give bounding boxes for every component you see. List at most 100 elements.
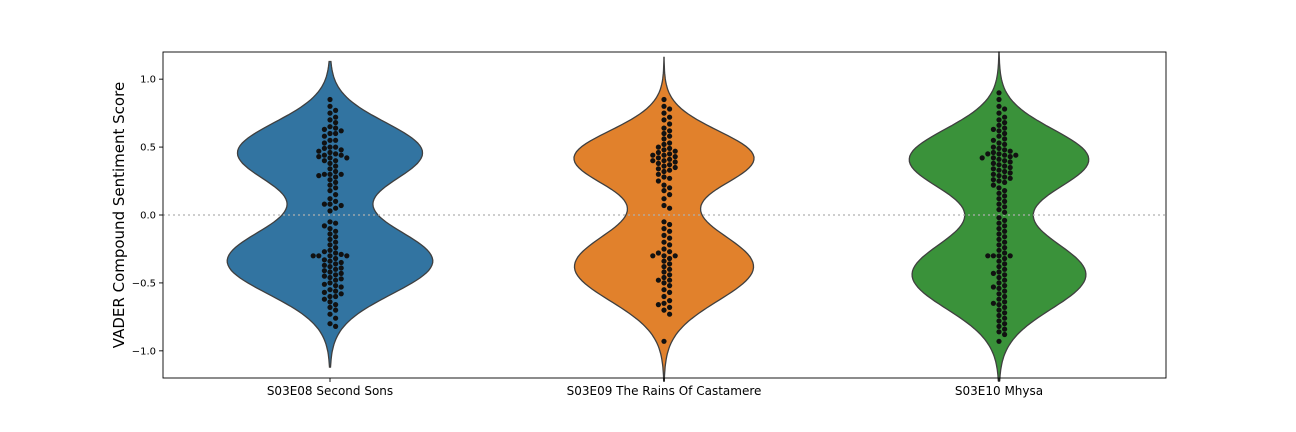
swarm-point (990, 270, 997, 276)
swarm-point (327, 293, 333, 300)
swarm-point (333, 198, 339, 204)
swarm-point (996, 253, 1002, 259)
swarm-point (667, 106, 673, 112)
swarm-point (327, 236, 333, 242)
swarm-point (1002, 198, 1008, 204)
swarm-point (655, 155, 662, 161)
swarm-point (1002, 272, 1008, 278)
swarm-point (661, 158, 667, 164)
swarm-point (661, 196, 667, 202)
swarm-point (996, 323, 1002, 329)
swarm-point (321, 133, 327, 139)
swarm-point (338, 152, 344, 158)
swarm-point (327, 231, 333, 237)
swarm-point (333, 234, 339, 240)
swarm-point (321, 249, 327, 255)
swarm-point (996, 264, 1002, 270)
swarm-point (655, 149, 662, 156)
swarm-point (996, 280, 1002, 286)
swarm-point (338, 171, 344, 177)
swarm-point (327, 287, 333, 293)
swarm-point (316, 173, 322, 179)
swarm-point (996, 338, 1002, 344)
swarm-point (333, 239, 339, 245)
swarm-point (327, 110, 333, 116)
swarm-point (344, 155, 350, 161)
swarm-point (321, 145, 327, 151)
swarm-point (333, 255, 339, 262)
swarm-point (338, 276, 344, 282)
swarm-point (327, 103, 333, 109)
swarm-point (667, 167, 673, 173)
swarm-point (1007, 164, 1013, 171)
swarm-point (667, 235, 673, 241)
swarm-point (996, 178, 1002, 184)
swarm-point (990, 137, 997, 143)
swarm-point (333, 137, 339, 143)
swarm-point (333, 250, 339, 256)
swarm-point (1002, 204, 1008, 210)
swarm-point (1002, 174, 1008, 180)
swarm-point (327, 137, 333, 143)
swarm-point (316, 154, 322, 160)
swarm-point (667, 133, 673, 139)
swarm-point (1002, 130, 1008, 137)
swarm-point (333, 323, 339, 329)
swarm-point (1002, 239, 1008, 245)
swarm-point (327, 130, 333, 137)
swarm-point (1002, 158, 1008, 164)
swarm-point (996, 220, 1002, 226)
x-category-label: S03E08 Second Sons (267, 384, 393, 398)
swarm-point (327, 208, 333, 214)
swarm-point (327, 177, 333, 183)
swarm-point (1002, 255, 1008, 262)
swarm-layer (310, 90, 1019, 344)
swarm-point (1002, 188, 1008, 194)
swarm-point (661, 202, 667, 209)
swarm-point (667, 121, 673, 127)
swarm-point (655, 178, 662, 184)
swarm-point (661, 264, 667, 270)
swarm-point (321, 158, 327, 164)
swarm-point (1007, 170, 1013, 176)
swarm-point (667, 156, 673, 162)
swarm-point (996, 103, 1002, 109)
swarm-point (996, 329, 1002, 335)
swarm-point (327, 182, 333, 188)
swarm-point (661, 103, 667, 109)
swarm-point (996, 226, 1002, 232)
swarm-point (996, 274, 1002, 281)
swarm-point (333, 266, 339, 272)
swarm-point (327, 124, 333, 130)
swarm-point (1002, 331, 1008, 338)
swarm-point (661, 253, 667, 259)
swarm-point (310, 253, 316, 259)
swarm-point (333, 272, 339, 278)
swarm-point (655, 144, 662, 150)
swarm-point (672, 154, 678, 160)
swarm-point (667, 289, 673, 295)
swarm-point (1007, 154, 1013, 160)
swarm-point (667, 145, 673, 151)
swarm-point (655, 166, 662, 172)
swarm-point (1007, 148, 1013, 154)
swarm-point (1002, 209, 1008, 215)
swarm-point (333, 288, 339, 294)
swarm-point (996, 231, 1002, 237)
swarm-point (655, 160, 662, 166)
swarm-point (333, 174, 339, 180)
swarm-point (655, 302, 662, 308)
swarm-point (316, 148, 322, 154)
swarm-point (661, 147, 667, 153)
swarm-point (667, 261, 673, 267)
swarm-point (661, 168, 667, 175)
swarm-point (996, 128, 1002, 134)
swarm-point (333, 283, 339, 289)
swarm-point (333, 228, 339, 234)
swarm-point (338, 202, 344, 209)
swarm-point (333, 315, 339, 321)
swarm-point (990, 155, 997, 161)
swarm-point (333, 158, 339, 164)
swarm-point (661, 219, 667, 225)
swarm-point (667, 151, 673, 157)
